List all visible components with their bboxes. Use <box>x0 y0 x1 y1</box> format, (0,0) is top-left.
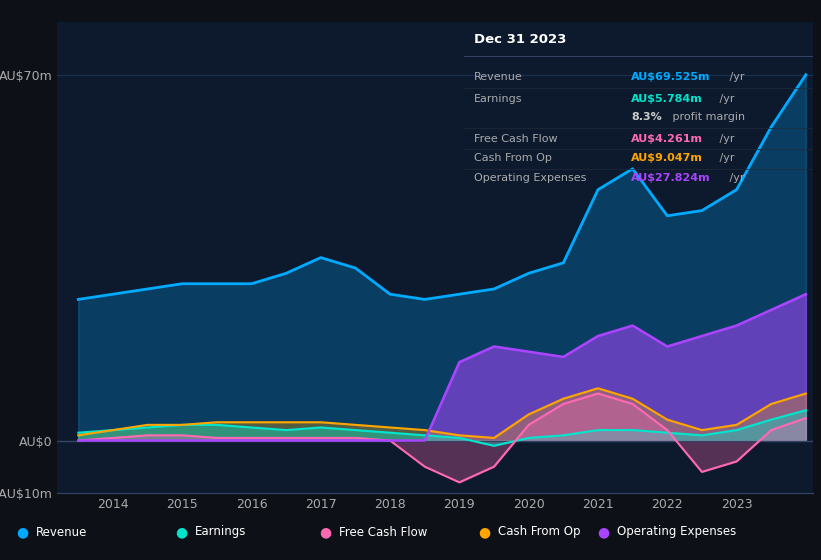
Text: ●: ● <box>16 525 28 539</box>
Text: /yr: /yr <box>716 94 735 104</box>
Text: ●: ● <box>176 525 187 539</box>
Text: Revenue: Revenue <box>36 525 88 539</box>
Text: AU$5.784m: AU$5.784m <box>631 94 703 104</box>
Text: AU$27.824m: AU$27.824m <box>631 173 711 183</box>
Text: Operating Expenses: Operating Expenses <box>617 525 736 539</box>
Text: Cash From Op: Cash From Op <box>498 525 580 539</box>
Text: /yr: /yr <box>726 72 744 82</box>
Text: Revenue: Revenue <box>475 72 523 82</box>
Text: ●: ● <box>598 525 610 539</box>
Text: /yr: /yr <box>726 173 744 183</box>
Text: /yr: /yr <box>716 133 735 143</box>
Text: AU$4.261m: AU$4.261m <box>631 133 704 143</box>
Text: Free Cash Flow: Free Cash Flow <box>475 133 558 143</box>
Text: 8.3%: 8.3% <box>631 112 662 122</box>
Text: Operating Expenses: Operating Expenses <box>475 173 587 183</box>
Text: Cash From Op: Cash From Op <box>475 153 553 164</box>
Text: Dec 31 2023: Dec 31 2023 <box>475 33 566 46</box>
Text: /yr: /yr <box>716 153 735 164</box>
Text: Earnings: Earnings <box>195 525 247 539</box>
Text: Free Cash Flow: Free Cash Flow <box>339 525 427 539</box>
Text: ●: ● <box>319 525 331 539</box>
Text: AU$69.525m: AU$69.525m <box>631 72 711 82</box>
Text: profit margin: profit margin <box>669 112 745 122</box>
Text: Earnings: Earnings <box>475 94 523 104</box>
Text: ●: ● <box>478 525 490 539</box>
Text: AU$9.047m: AU$9.047m <box>631 153 704 164</box>
